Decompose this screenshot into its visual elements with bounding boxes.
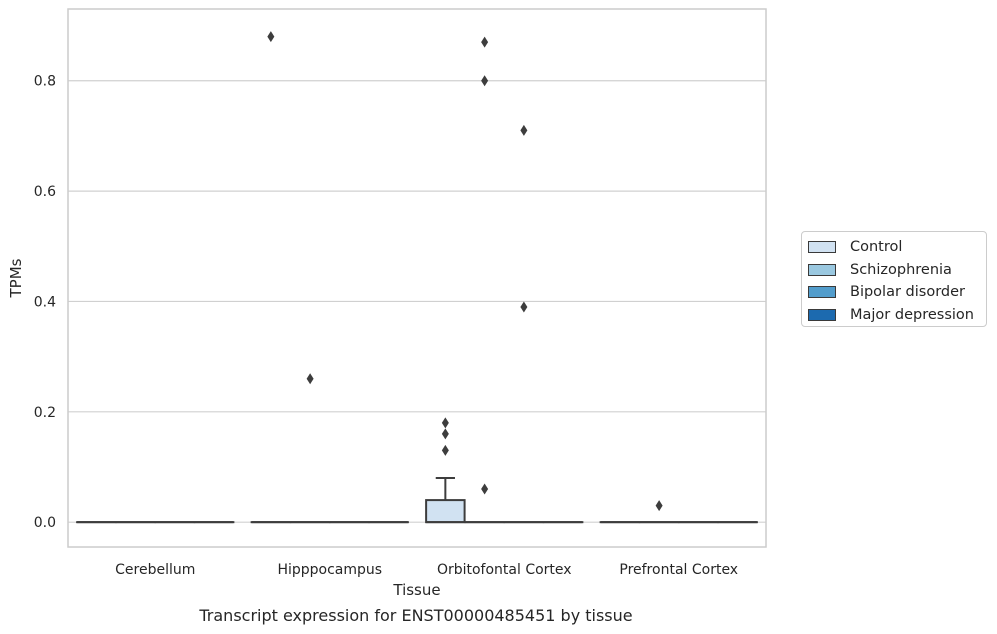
- x-axis-label: Tissue: [392, 581, 440, 599]
- legend-swatch-bipolar-disorder: [808, 286, 836, 299]
- legend-swatch-control: [808, 241, 836, 254]
- outlier-point: [267, 31, 275, 43]
- legend-label-schizophrenia: Schizophrenia: [850, 261, 952, 278]
- outlier-point: [481, 75, 489, 87]
- plot-frame: [67, 8, 767, 548]
- outlier-point: [520, 301, 528, 313]
- outlier-point: [481, 483, 489, 495]
- outlier-point: [520, 124, 528, 136]
- box: [425, 499, 466, 524]
- legend-swatch-schizophrenia: [808, 263, 836, 276]
- legend-swatch-major-depression: [808, 308, 836, 321]
- legend-item-schizophrenia: Schizophrenia: [802, 259, 986, 282]
- y-tick-label: 0.4: [34, 294, 56, 310]
- y-tick-label: 0.8: [34, 74, 56, 90]
- y-axis-label: TPMs: [7, 258, 25, 298]
- chart-caption: Transcript expression for ENST0000048545…: [199, 606, 633, 625]
- x-tick-label: Orbitofontal Cortex: [437, 562, 572, 578]
- y-tick-label: 0.6: [34, 184, 56, 200]
- y-tick-label: 0.0: [34, 515, 56, 531]
- outlier-point: [441, 417, 449, 429]
- outlier-point: [481, 36, 489, 48]
- outlier-point: [306, 373, 314, 385]
- legend-label-major-depression: Major depression: [850, 306, 974, 323]
- x-tick-label: Hipppocampus: [277, 562, 382, 578]
- outlier-point: [441, 428, 449, 440]
- y-tick-label: 0.2: [34, 405, 56, 421]
- legend-item-bipolar-disorder: Bipolar disorder: [802, 281, 986, 304]
- legend-item-control: Control: [802, 236, 986, 259]
- x-tick-label: Prefrontal Cortex: [619, 562, 738, 578]
- outlier-point: [655, 500, 663, 512]
- legend-item-major-depression: Major depression: [802, 304, 986, 327]
- legend: Control Schizophrenia Bipolar disorder M…: [801, 231, 987, 327]
- outlier-point: [441, 444, 449, 456]
- legend-label-bipolar-disorder: Bipolar disorder: [850, 284, 965, 301]
- legend-label-control: Control: [850, 239, 903, 256]
- x-tick-label: Cerebellum: [115, 562, 195, 578]
